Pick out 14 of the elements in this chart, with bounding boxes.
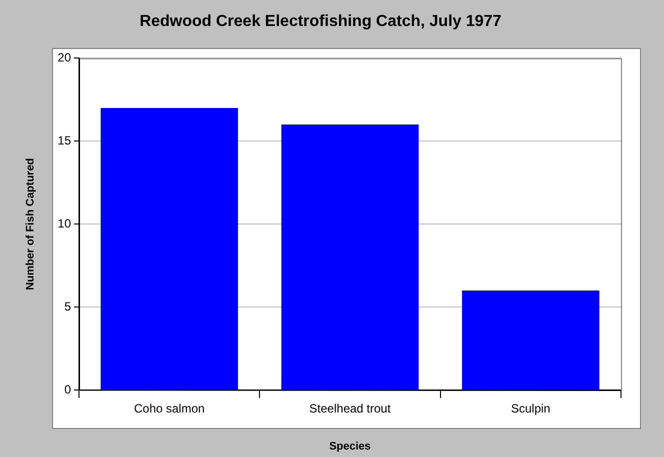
- y-tick-label: 15: [58, 133, 72, 148]
- bar: [462, 290, 600, 390]
- y-tick-label: 5: [64, 299, 72, 314]
- x-axis-title: Species: [329, 440, 371, 452]
- x-tick-label: Steelhead trout: [309, 402, 392, 416]
- chart-title: Redwood Creek Electrofishing Catch, July 1977: [140, 13, 502, 30]
- x-tick-label: Coho salmon: [134, 402, 205, 416]
- bar: [100, 108, 238, 390]
- y-tick-label: 10: [58, 216, 72, 230]
- bar: [281, 124, 419, 390]
- y-tick-label: 20: [58, 50, 72, 65]
- y-tick-label: 0: [64, 382, 72, 396]
- y-axis-title: Number of Fish Captured: [24, 158, 37, 290]
- x-tick-label: Sculpin: [510, 402, 550, 416]
